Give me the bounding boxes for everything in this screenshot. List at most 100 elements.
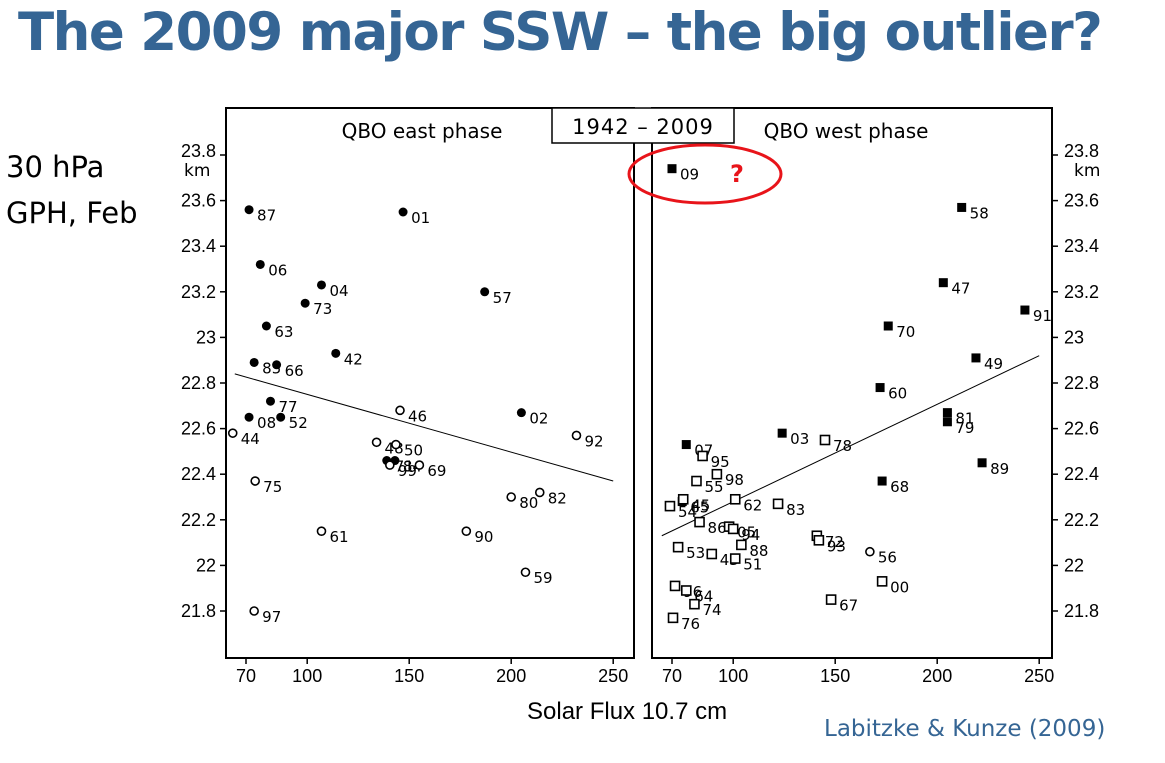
data-point-open: [772, 498, 784, 510]
data-point-label: 89: [990, 460, 1009, 478]
slide-title: The 2009 major SSW – the big outlier?: [18, 2, 1103, 63]
data-point-label: 72: [825, 533, 844, 551]
data-point-open: [813, 535, 825, 546]
data-point-open: [672, 541, 684, 553]
data-point-label: 53: [686, 544, 705, 562]
data-point-filled: [249, 357, 259, 367]
data-point-open: [689, 598, 700, 610]
x-tick-label: 200: [496, 666, 526, 686]
east-panel-frame: [225, 107, 635, 659]
data-point-label: 06: [268, 261, 287, 279]
data-point-open: [729, 553, 741, 564]
data-point-label: 94: [741, 526, 760, 544]
data-point-label: 58: [970, 204, 989, 222]
west-panel-title: QBO west phase: [764, 119, 929, 143]
data-point-label: 69: [427, 462, 446, 480]
data-point-open: [736, 539, 747, 551]
data-point-open: [691, 475, 702, 487]
data-point-filled: [316, 280, 326, 290]
data-point-label: 52: [289, 414, 308, 432]
period-label: 1942 – 2009: [572, 115, 714, 139]
x-tick-label: 100: [292, 666, 322, 686]
data-point-open: [534, 487, 545, 498]
y-tick-label-left: 23.6: [181, 191, 216, 211]
data-point-open: [395, 405, 405, 416]
data-point-label: 68: [890, 478, 909, 496]
y-tick-label-left: 23.4: [181, 236, 216, 256]
data-point-filled: [261, 321, 271, 331]
data-point-label: 86: [708, 519, 727, 537]
data-point-open: [729, 493, 741, 505]
data-point-label: 05: [737, 524, 756, 542]
data-point-open: [706, 548, 718, 560]
data-point-open: [414, 460, 425, 470]
data-point-label: 59: [533, 569, 552, 587]
data-point-label: 90: [474, 528, 493, 546]
data-point-label: 66: [285, 362, 304, 380]
data-point-open: [711, 468, 723, 480]
west-panel-frame: [651, 107, 1053, 659]
data-point-open: [391, 439, 401, 450]
regression-line: [234, 373, 614, 482]
y-tick-label-right: 23: [1064, 327, 1084, 347]
x-tick-label: 70: [662, 666, 682, 686]
data-point-filled: [480, 287, 490, 297]
data-point-filled: [1020, 305, 1030, 315]
data-point-label: 65: [690, 499, 709, 517]
data-point-label: 54: [678, 503, 697, 521]
data-point-label: 09: [680, 166, 699, 184]
data-point-label: 56: [878, 549, 897, 567]
data-point-label: 47: [951, 280, 970, 298]
data-point-filled: [877, 476, 887, 486]
data-point-open: [667, 612, 679, 624]
east-panel-title: QBO east phase: [342, 119, 503, 143]
y-tick-label-right: 22: [1064, 555, 1084, 575]
data-point-filled: [971, 353, 981, 363]
data-point-label: 74: [702, 601, 721, 619]
data-point-open: [461, 526, 472, 537]
data-point-open: [371, 437, 382, 448]
data-point-label: 83: [786, 501, 805, 519]
data-point-open: [316, 526, 327, 537]
side-label-variable: GPH, Feb: [6, 196, 138, 230]
data-point-filled: [681, 440, 691, 450]
data-point-label: 01: [411, 209, 430, 227]
y-tick-label-right: 22.8: [1064, 373, 1099, 393]
data-point-filled: [331, 348, 341, 358]
data-point-label: 92: [584, 432, 603, 450]
data-point-open: [249, 606, 259, 616]
data-point-label: 63: [274, 323, 293, 341]
data-point-label: 75: [263, 478, 282, 496]
data-point-label: 93: [827, 537, 846, 555]
data-point-filled: [265, 396, 275, 406]
data-point-label: 95: [711, 453, 730, 471]
data-point-label: 60: [888, 385, 907, 403]
data-point-open: [819, 434, 831, 446]
x-tick-label: 150: [820, 666, 850, 686]
data-point-label: 67: [839, 597, 858, 615]
y-tick-label-right: 23.4: [1064, 236, 1099, 256]
y-unit-label-left: km: [184, 161, 210, 181]
data-point-label: 97: [262, 608, 281, 626]
data-point-label: 08: [257, 414, 276, 432]
y-tick-label-right: 22.4: [1064, 464, 1099, 484]
data-point-label: 49: [984, 355, 1003, 373]
data-point-filled: [276, 412, 286, 422]
data-point-open: [571, 430, 582, 441]
data-point-label: 81: [955, 410, 974, 428]
data-point-label: 42: [344, 350, 363, 368]
data-point-label: 87: [257, 207, 276, 225]
y-tick-label-right: 22.6: [1064, 419, 1099, 439]
y-tick-label-right: 23.2: [1064, 282, 1099, 302]
data-point-label: 78: [833, 437, 852, 455]
data-point-filled: [244, 412, 254, 422]
data-point-open: [669, 580, 681, 592]
x-tick-label: 150: [394, 666, 424, 686]
data-point-open: [385, 460, 395, 470]
data-point-filled: [942, 408, 952, 418]
data-point-label: 46: [408, 407, 427, 425]
data-point-filled: [244, 205, 254, 215]
outlier-question-mark: ?: [730, 160, 744, 188]
data-point-label: 51: [743, 556, 762, 574]
data-point-filled: [272, 360, 282, 370]
